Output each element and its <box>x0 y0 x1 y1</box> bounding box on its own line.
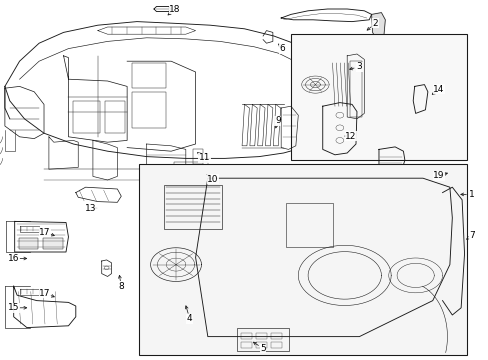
Bar <box>326 131 350 149</box>
Bar <box>349 61 361 117</box>
Polygon shape <box>371 13 385 41</box>
Text: 15: 15 <box>8 303 20 312</box>
Text: 16: 16 <box>8 254 20 263</box>
Text: 12: 12 <box>345 132 356 140</box>
Bar <box>173 162 207 180</box>
Text: 19: 19 <box>432 171 444 180</box>
Bar <box>163 185 222 229</box>
Bar <box>132 63 166 88</box>
Bar <box>285 203 332 247</box>
Bar <box>256 342 266 348</box>
Polygon shape <box>412 85 427 113</box>
Text: 6: 6 <box>279 44 285 53</box>
Polygon shape <box>434 200 448 250</box>
Bar <box>241 333 251 339</box>
Text: 17: 17 <box>39 289 51 298</box>
Bar <box>271 342 282 348</box>
Text: 14: 14 <box>432 85 444 94</box>
Text: 4: 4 <box>186 314 192 323</box>
Text: 2: 2 <box>372 19 378 28</box>
Bar <box>237 328 288 351</box>
Bar <box>43 238 62 249</box>
Text: 11: 11 <box>198 153 210 162</box>
Text: 17: 17 <box>39 228 51 237</box>
Text: 7: 7 <box>468 231 474 240</box>
Bar <box>290 34 466 160</box>
Text: 3: 3 <box>356 62 362 71</box>
Bar <box>132 92 166 128</box>
Bar <box>139 164 466 355</box>
Text: 13: 13 <box>84 203 96 212</box>
Bar <box>19 238 38 249</box>
Text: 10: 10 <box>206 175 218 184</box>
Bar <box>73 101 100 133</box>
Bar <box>256 333 266 339</box>
Bar <box>193 149 203 164</box>
Text: 18: 18 <box>169 4 181 13</box>
Text: 8: 8 <box>118 282 124 291</box>
Bar <box>241 342 251 348</box>
Text: 5: 5 <box>260 344 265 353</box>
Text: 9: 9 <box>274 116 280 125</box>
Bar <box>271 333 282 339</box>
Bar <box>105 101 124 133</box>
Text: 1: 1 <box>468 190 474 199</box>
